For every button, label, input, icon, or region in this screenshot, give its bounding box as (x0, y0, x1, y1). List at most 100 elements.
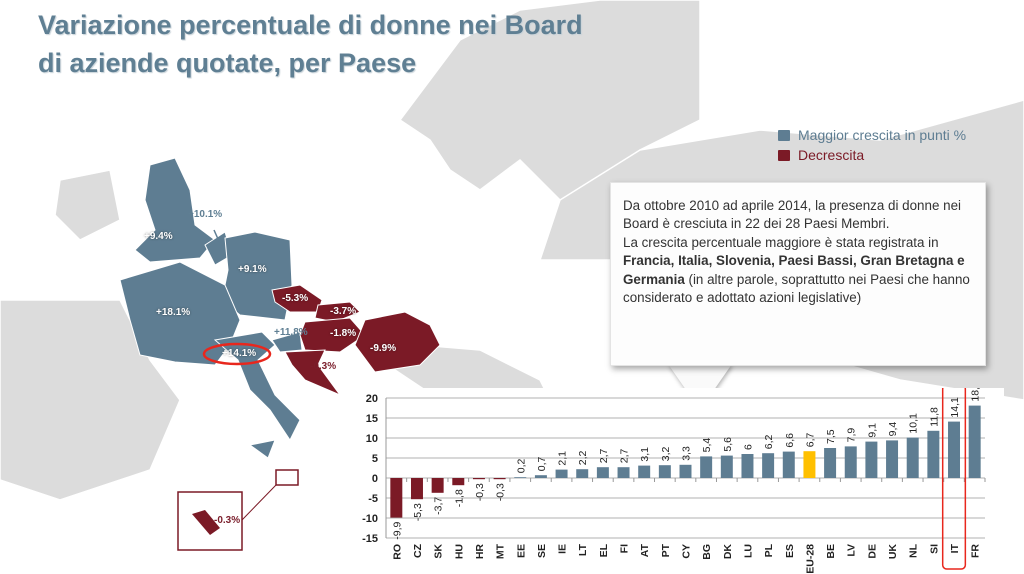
bar-fi (617, 467, 630, 478)
map-iberia (0, 299, 181, 501)
map-italy (213, 331, 301, 441)
data-label: 0,2 (515, 458, 527, 473)
y-tick-label: 10 (366, 433, 378, 445)
x-tick-label: CY (681, 544, 693, 559)
x-tick-label: IE (557, 544, 569, 554)
callout-box: Da ottobre 2010 ad aprile 2014, la prese… (610, 182, 986, 366)
map-label-ro: -9.9% (370, 343, 397, 354)
bar-chart: 20 15 10 5 0 -5 -10 -15 -9,9 RO -5,3 CZ -3,7 SK -1,8 HU… (340, 388, 1004, 574)
map-label-de: +9.1% (238, 264, 267, 275)
x-tick-label: UK (887, 544, 899, 560)
map-hungary (299, 317, 366, 353)
x-tick-label: RO (391, 544, 403, 560)
bar-fr (968, 405, 981, 478)
map-slovakia (314, 301, 361, 323)
italy-highlight-ellipse (202, 342, 272, 366)
y-tick-label: -10 (362, 513, 378, 525)
data-label: 2,7 (598, 448, 610, 463)
data-label: 6,7 (804, 432, 816, 447)
bar-sk (431, 478, 444, 493)
x-tick-label: ES (784, 544, 796, 558)
x-tick-label: EE (515, 544, 527, 558)
map-label-si: +11.8% (274, 327, 308, 338)
y-tick-label: 20 (366, 393, 378, 405)
bar-si (927, 430, 940, 478)
title-line-1: Variazione percentuale di donne nei Boar… (38, 10, 583, 40)
data-label: -5,3 (412, 503, 424, 521)
map-label-fr: +18.1% (156, 307, 191, 318)
x-tick-label: EL (598, 543, 610, 557)
x-tick-label: PL (763, 543, 775, 557)
legend-item-decline: Decrescita (778, 145, 966, 165)
data-label: 7,9 (846, 428, 858, 443)
x-tick-label: AT (639, 543, 651, 557)
x-tick-label: BG (701, 544, 713, 560)
bar-ie (555, 469, 568, 478)
bar-es (782, 451, 795, 478)
x-tick-label: DE (866, 544, 878, 559)
bar-pt (658, 465, 671, 478)
x-tick-label: LT (577, 543, 589, 556)
data-label: -0,3 (495, 483, 507, 501)
x-tick-label: PT (660, 543, 672, 557)
x-tick-label: HR (474, 544, 486, 560)
callout-text: La crescita percentuale maggiore è stata… (623, 234, 939, 250)
bar-ro (390, 478, 403, 518)
x-tick-label: NL (908, 543, 920, 558)
x-tick-label: DK (722, 544, 734, 560)
data-label: 2,2 (577, 450, 589, 465)
page-title: Variazione percentuale di donne nei Boar… (38, 6, 583, 82)
bar-be (824, 448, 837, 478)
data-label: -9,9 (391, 521, 403, 539)
data-label: 0,7 (536, 456, 548, 471)
data-label: 3,2 (660, 446, 672, 461)
x-tick-label: MT (495, 543, 507, 559)
y-tick-label: 15 (366, 413, 378, 425)
x-tick-label: SI (928, 544, 940, 554)
map-label-sk: -3.7% (330, 306, 357, 317)
bar-at (638, 465, 651, 478)
legend-label: Maggior crescita in punti % (798, 127, 967, 143)
bar-se (534, 475, 547, 478)
map-label-mt: -0.3% (214, 515, 241, 526)
bar-cy (679, 464, 692, 478)
map-croatia (284, 349, 342, 397)
legend-label: Decrescita (798, 147, 865, 163)
map-label-nl: +10.1% (188, 209, 223, 220)
data-label: -3,7 (433, 497, 445, 515)
data-label: 6,6 (784, 433, 796, 448)
y-tick-label: -15 (362, 533, 378, 545)
data-label: 2,1 (557, 451, 569, 466)
x-tick-label: HU (453, 544, 465, 559)
y-tick-label: -5 (368, 493, 378, 505)
data-label: 11,8 (928, 407, 940, 427)
map-uk (134, 157, 216, 263)
legend-swatch (778, 129, 790, 141)
map-ireland-west (54, 169, 121, 241)
malta-marker (275, 469, 299, 486)
data-label: 3,3 (681, 446, 693, 461)
data-label: 2,7 (619, 448, 631, 463)
x-tick-label: SK (433, 544, 445, 559)
legend: Maggior crescita in punti % Decrescita (778, 125, 966, 165)
highlight-box-it (941, 388, 967, 570)
legend-swatch (778, 149, 790, 161)
bar-nl (906, 437, 919, 478)
x-tick-label: IT (949, 543, 961, 553)
bar-hu (452, 478, 465, 486)
callout-text: (in altre parole, soprattutto nei Paesi … (623, 271, 970, 306)
y-tick-label: 0 (372, 473, 378, 485)
bar-hr (472, 478, 485, 480)
title-line-2: di aziende quotate, per Paese (38, 48, 417, 78)
x-tick-label: SE (536, 544, 548, 558)
x-tick-label: FI (619, 544, 631, 553)
bar-lv (844, 446, 857, 478)
x-tick-label: LU (742, 544, 754, 558)
data-label: 5,6 (722, 437, 734, 452)
callout-bold-text: Francia, Italia, Slovenia, Paesi Bassi, … (623, 253, 965, 287)
callout-paragraph-2: La crescita percentuale maggiore è stata… (623, 234, 973, 308)
bar-bg (700, 456, 713, 478)
data-label: 3,1 (639, 447, 651, 462)
map-sicily (248, 439, 276, 459)
